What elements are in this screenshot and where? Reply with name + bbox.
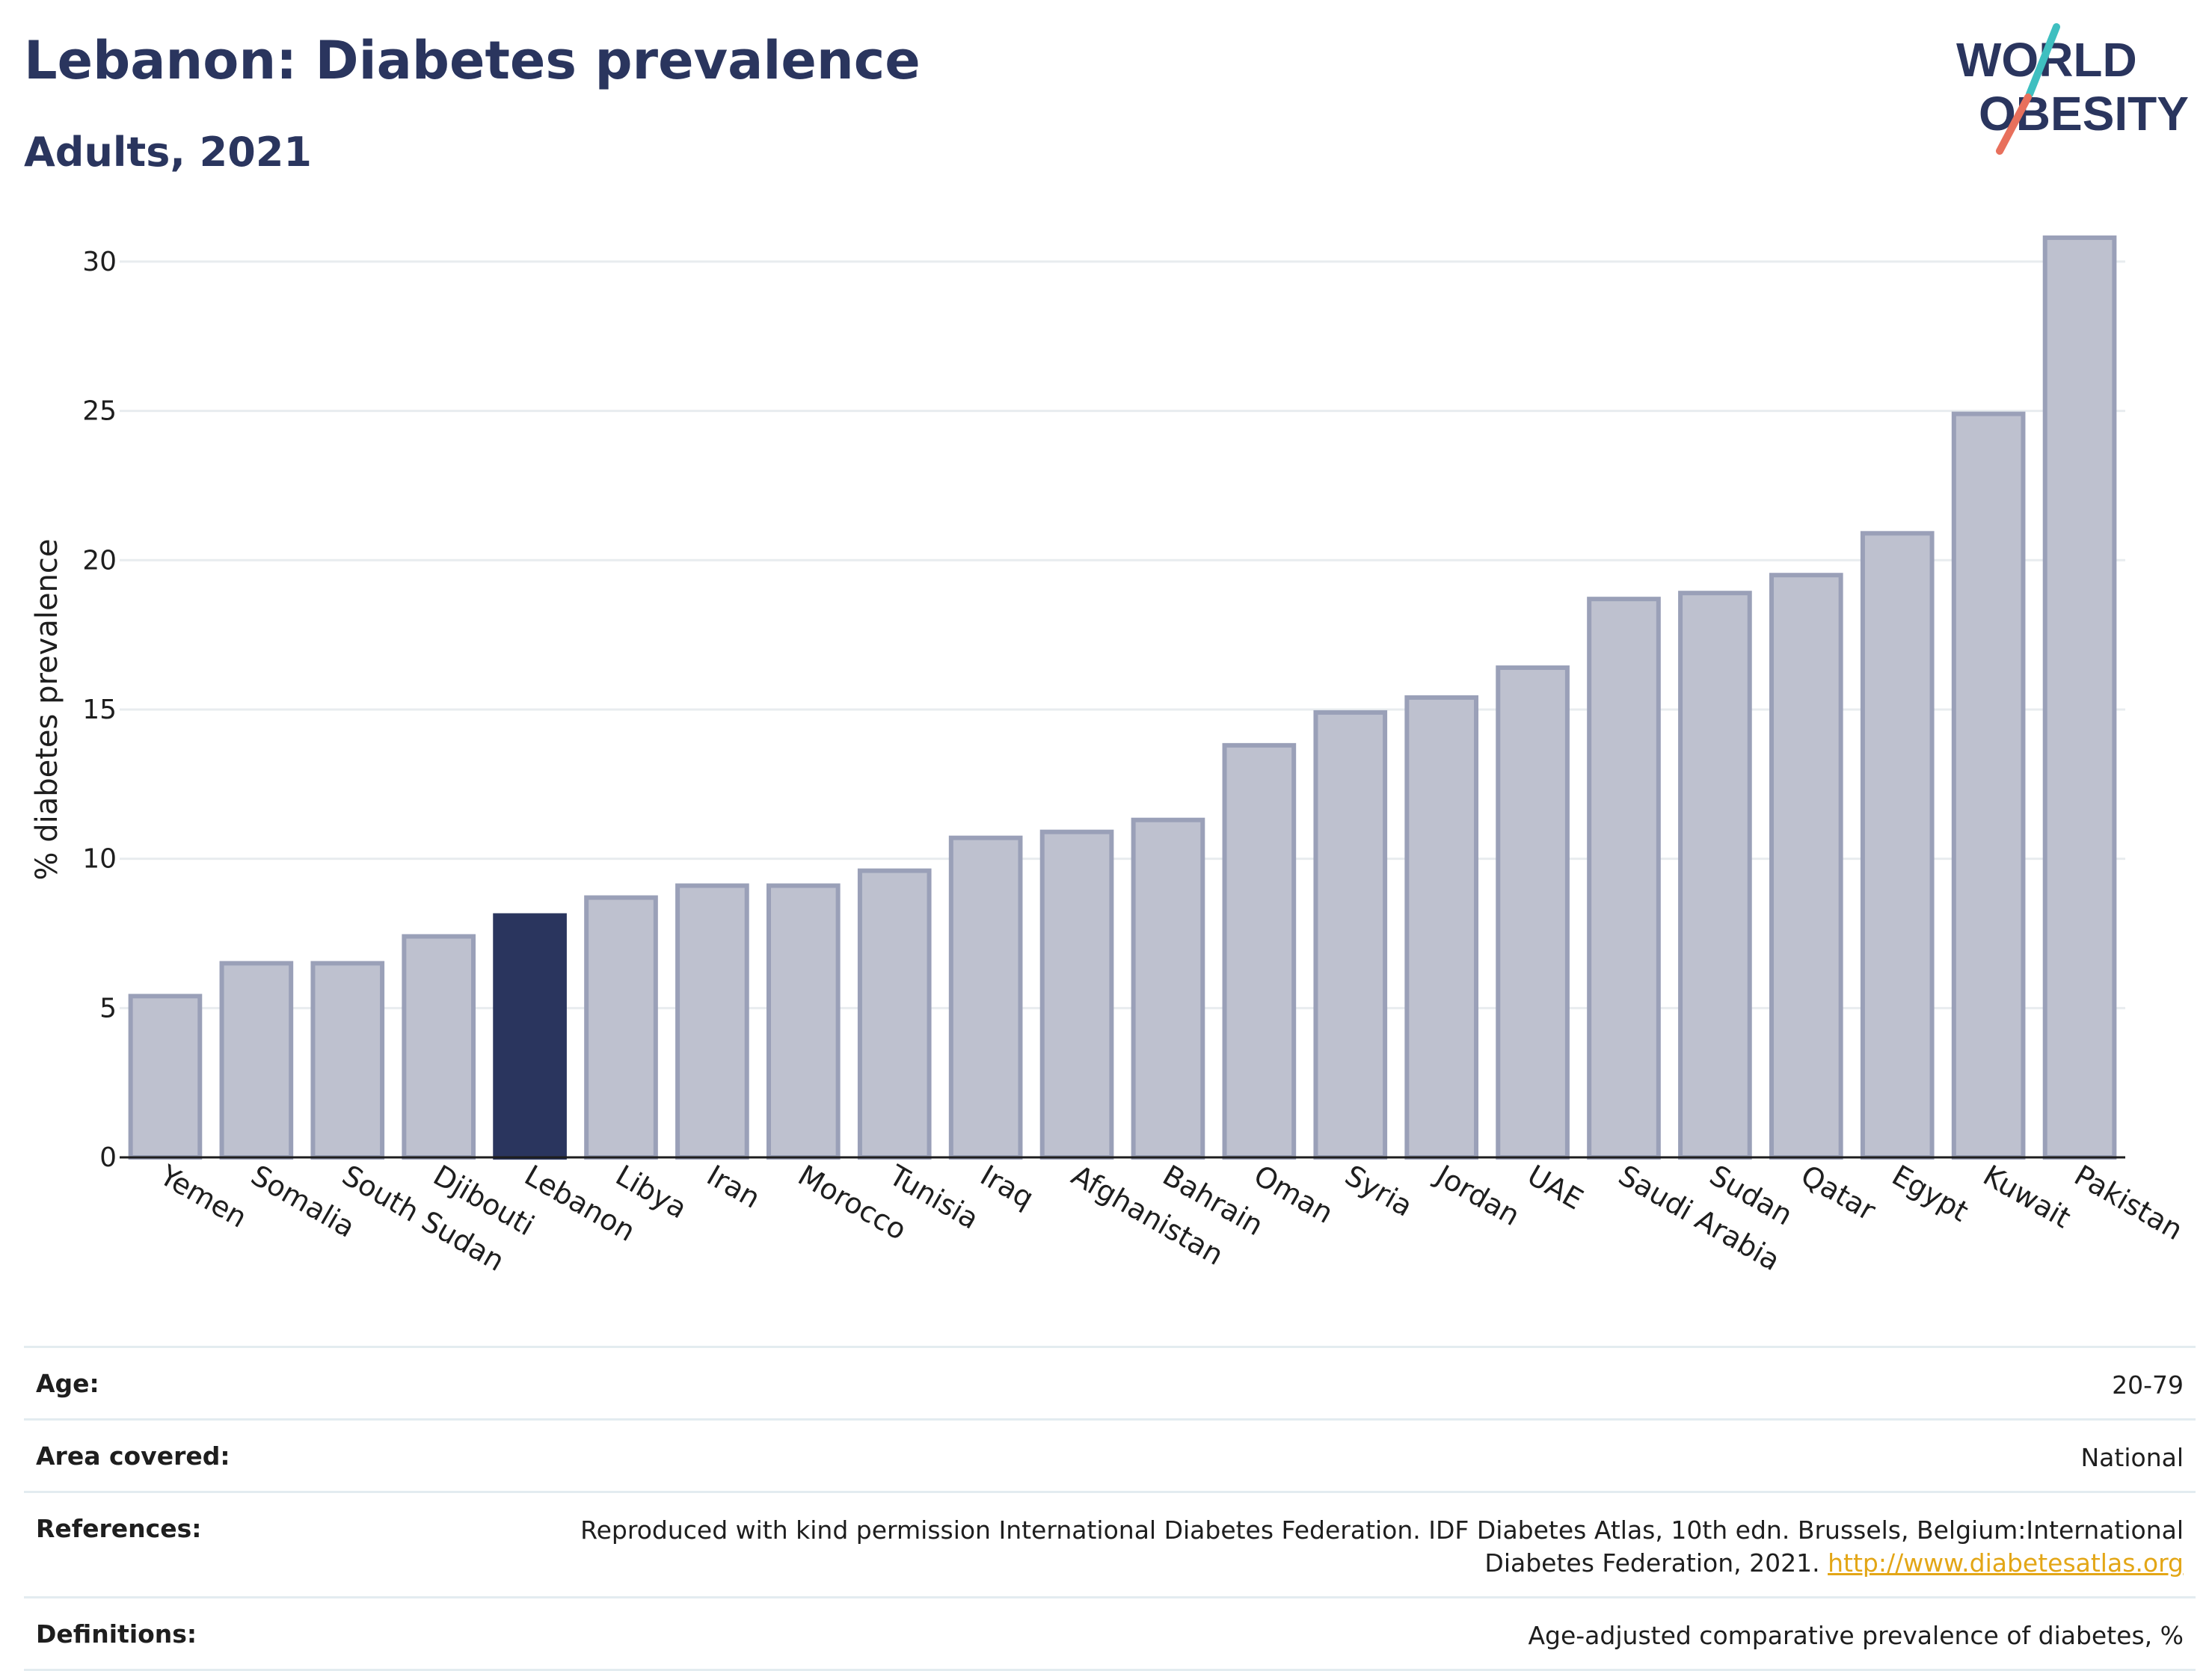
bar xyxy=(675,883,749,1160)
bar xyxy=(766,883,841,1160)
y-tick-label: 0 xyxy=(99,1142,117,1173)
meta-area-label: Area covered: xyxy=(36,1441,230,1471)
bar xyxy=(1313,710,1388,1160)
x-tick-label: Pakistan xyxy=(2069,1159,2189,1247)
x-tick-label: Qatar xyxy=(1795,1159,1881,1228)
bar xyxy=(1404,695,1479,1160)
meta-age-label: Age: xyxy=(36,1369,99,1398)
world-obesity-logo: WORLD OBESITY xyxy=(1956,23,2189,155)
meta-row-area: Area covered: National xyxy=(24,1418,2196,1491)
bar xyxy=(1769,573,1843,1160)
x-tick-label: Jordan xyxy=(1429,1158,1525,1233)
x-tick-label: Afghanistan xyxy=(1066,1159,1229,1272)
x-tick-label: Kuwait xyxy=(1978,1159,2077,1235)
page-subtitle: Adults, 2021 xyxy=(24,129,312,176)
x-tick-label: Syria xyxy=(1339,1159,1418,1223)
metadata-table: Age: 20-79 Area covered: National Refere… xyxy=(24,1346,2196,1671)
bar xyxy=(128,994,203,1160)
bar xyxy=(1951,411,2026,1160)
meta-row-definitions: Definitions: Age-adjusted comparative pr… xyxy=(24,1596,2196,1671)
bar xyxy=(1860,531,1935,1160)
bar xyxy=(219,961,294,1160)
y-axis-label: % diabetes prevalence xyxy=(30,538,64,880)
meta-age-value: 20-79 xyxy=(2112,1370,2184,1400)
meta-area-value: National xyxy=(2080,1443,2184,1472)
bar xyxy=(1496,665,1570,1160)
bar xyxy=(1678,591,1752,1160)
bar xyxy=(2042,235,2117,1160)
meta-definitions-value: Age-adjusted comparative prevalence of d… xyxy=(1528,1621,2184,1650)
bar xyxy=(584,895,658,1160)
bar xyxy=(1131,817,1205,1160)
bar xyxy=(857,868,932,1160)
y-tick-label: 5 xyxy=(99,993,117,1024)
x-tick-label: Iran xyxy=(701,1159,766,1215)
x-tick-label: Egypt xyxy=(1887,1159,1974,1228)
logo-slash-red xyxy=(1996,93,2032,155)
x-tick-label: UAE xyxy=(1522,1159,1588,1216)
bar xyxy=(402,934,476,1160)
bar xyxy=(1222,742,1297,1160)
diabetes-atlas-link[interactable]: http://www.diabetesatlas.org xyxy=(1828,1548,2184,1578)
meta-row-references: References: Reproduced with kind permiss… xyxy=(24,1491,2196,1596)
meta-references-label: References: xyxy=(36,1514,202,1543)
x-tick-label: Somalia xyxy=(245,1159,360,1244)
bar-chart: 0 5 10 15 20 25 30 % diabetes prevalence YemenSo… xyxy=(30,235,2189,1278)
logo-slash-teal xyxy=(2026,23,2060,98)
y-tick-label: 20 xyxy=(82,545,117,576)
meta-references-text-1: Reproduced with kind permission Internat… xyxy=(580,1515,2184,1545)
meta-definitions-label: Definitions: xyxy=(36,1619,197,1649)
bar xyxy=(948,835,1023,1160)
bar xyxy=(1039,829,1114,1160)
x-tick-label: Iraq xyxy=(975,1159,1039,1215)
meta-row-age: Age: 20-79 xyxy=(24,1346,2196,1418)
meta-references-value: Reproduced with kind permission Internat… xyxy=(580,1514,2184,1580)
bar-highlight xyxy=(493,913,567,1160)
meta-references-text-2: Diabetes Federation, 2021. xyxy=(1484,1548,1820,1578)
y-tick-label: 10 xyxy=(82,844,117,875)
x-tick-label: Yemen xyxy=(154,1158,253,1234)
y-tick-label: 15 xyxy=(82,695,117,725)
bar xyxy=(1587,597,1661,1160)
page-title: Lebanon: Diabetes prevalence xyxy=(24,30,921,91)
y-tick-label: 25 xyxy=(82,396,117,427)
y-tick-label: 30 xyxy=(82,247,117,277)
bar xyxy=(310,961,385,1160)
